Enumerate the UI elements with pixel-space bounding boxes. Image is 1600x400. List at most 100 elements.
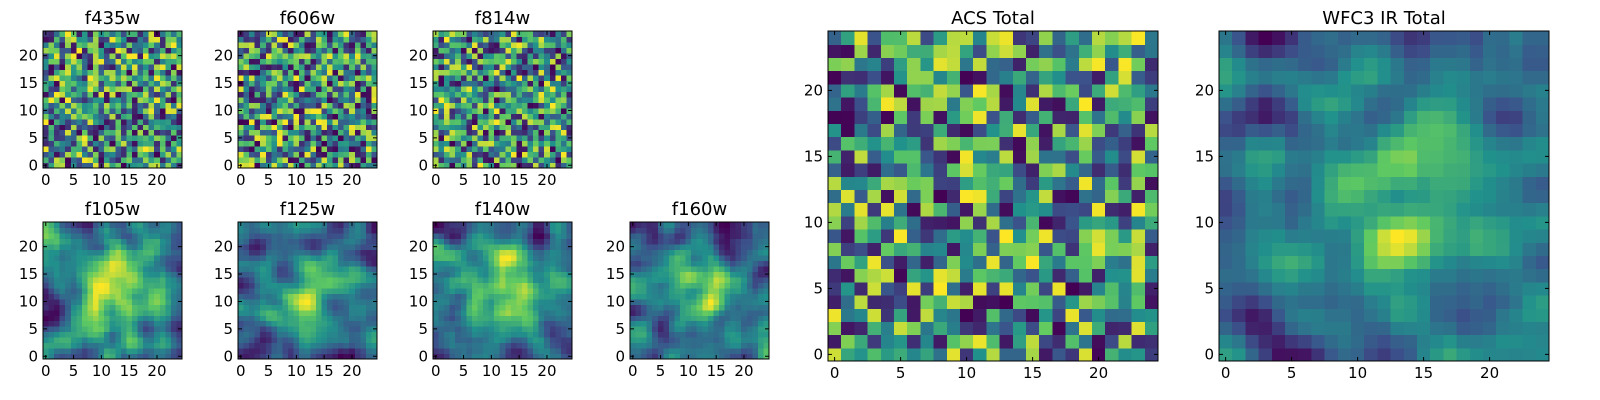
heatmap-cell [120, 52, 127, 59]
heatmap-cell [338, 91, 345, 98]
heatmap-cell [1065, 308, 1080, 322]
heatmap-cell [449, 249, 456, 256]
heatmap-cell [93, 293, 100, 300]
heatmap-cell [444, 298, 451, 305]
heatmap-cell [70, 113, 77, 120]
heatmap-cell [76, 31, 83, 38]
heatmap-cell [724, 331, 731, 338]
heatmap-cell [293, 232, 300, 240]
heatmap-cell [663, 227, 670, 234]
heatmap-cell [265, 337, 272, 344]
heatmap-cell [718, 282, 726, 289]
heatmap-cell [483, 243, 490, 250]
heatmap-cell [510, 74, 517, 81]
heatmap-cell [477, 260, 484, 267]
heatmap-cell [841, 163, 855, 177]
heatmap-cell [365, 243, 373, 250]
heatmap-cell [126, 69, 133, 76]
heatmap-cell [131, 124, 139, 131]
heatmap-cell [276, 238, 284, 245]
heatmap-cell [332, 287, 339, 294]
heatmap-cell [104, 238, 111, 245]
heatmap-cell [76, 254, 83, 261]
heatmap-cell [104, 52, 111, 59]
heatmap-cell [271, 331, 278, 338]
heatmap-cell [510, 151, 517, 158]
heatmap-cell [707, 238, 714, 245]
heatmap-cell [560, 348, 568, 355]
heatmap-cell [510, 260, 517, 267]
heatmap-cell [555, 353, 562, 360]
heatmap-cell [276, 287, 284, 294]
heatmap-cell [438, 124, 445, 131]
heatmap-cell [87, 69, 94, 76]
heatmap-cell [466, 260, 473, 267]
heatmap-cell [176, 47, 183, 54]
heatmap-cell [93, 326, 100, 333]
heatmap-cell [460, 129, 467, 136]
heatmap-cell [338, 348, 345, 355]
heatmap-cell [143, 282, 150, 289]
heatmap-cell [1131, 229, 1146, 243]
heatmap-cell [360, 80, 367, 87]
heatmap-cell [1026, 295, 1040, 309]
heatmap-cell [488, 36, 495, 43]
heatmap-cell [288, 342, 295, 349]
heatmap-cell [741, 348, 748, 355]
heatmap-cell [867, 202, 882, 217]
heatmap-cell [657, 265, 664, 272]
heatmap-cell [538, 52, 545, 59]
heatmap-cell [131, 85, 139, 92]
heatmap-cell [343, 69, 350, 76]
heatmap-cell [98, 107, 105, 114]
heatmap-cell [154, 337, 161, 344]
heatmap-cell [433, 69, 440, 76]
heatmap-cell [43, 118, 50, 125]
heatmap-cells [43, 222, 183, 360]
heatmap-cell [137, 265, 144, 272]
heatmap-cell [249, 102, 256, 109]
heatmap-cell [59, 309, 66, 316]
heatmap-cell [521, 254, 529, 261]
heatmap-cell [696, 254, 703, 261]
heatmap-cell [635, 309, 642, 316]
heatmap-cell [477, 348, 484, 355]
heatmap-cell [752, 315, 759, 322]
heatmap-cell [338, 151, 345, 158]
heatmap-cell [98, 298, 105, 305]
heatmap-cell [260, 96, 267, 103]
heatmap-cell [455, 140, 462, 147]
heatmap-cell [293, 91, 300, 98]
heatmap-cell [288, 102, 295, 109]
heatmap-cells [43, 31, 183, 169]
heatmap-cell [566, 293, 573, 300]
heatmap-cell [260, 74, 267, 81]
heatmap-cell [527, 91, 534, 98]
heatmap-cell [109, 157, 116, 164]
heatmap-cell [718, 265, 726, 272]
heatmap-cell [288, 249, 295, 256]
heatmap-cell [310, 140, 317, 147]
heatmap-cell [549, 276, 556, 283]
heatmap-cell [293, 254, 300, 261]
heatmap-cell [165, 36, 172, 43]
heatmap-cell [555, 331, 562, 338]
heatmap-cell [483, 96, 490, 103]
heatmap-cell [165, 287, 172, 294]
heatmap-cells [433, 31, 573, 169]
heatmap-cell [159, 348, 166, 355]
heatmap-cell [1092, 163, 1106, 177]
heatmap-cell [70, 298, 77, 305]
heatmap-cell [527, 304, 534, 311]
x-tick-label: 15 [315, 362, 334, 380]
heatmap-cell [920, 347, 935, 362]
heatmap-cell [104, 326, 111, 333]
heatmap-cell [254, 69, 261, 76]
heatmap-cell [494, 331, 501, 338]
heatmap-cell [920, 176, 935, 190]
heatmap-cell [527, 146, 534, 153]
heatmap-cell [260, 342, 267, 349]
heatmap-cell [249, 52, 256, 59]
heatmap-cell [48, 36, 55, 43]
heatmap-cell [243, 74, 250, 81]
